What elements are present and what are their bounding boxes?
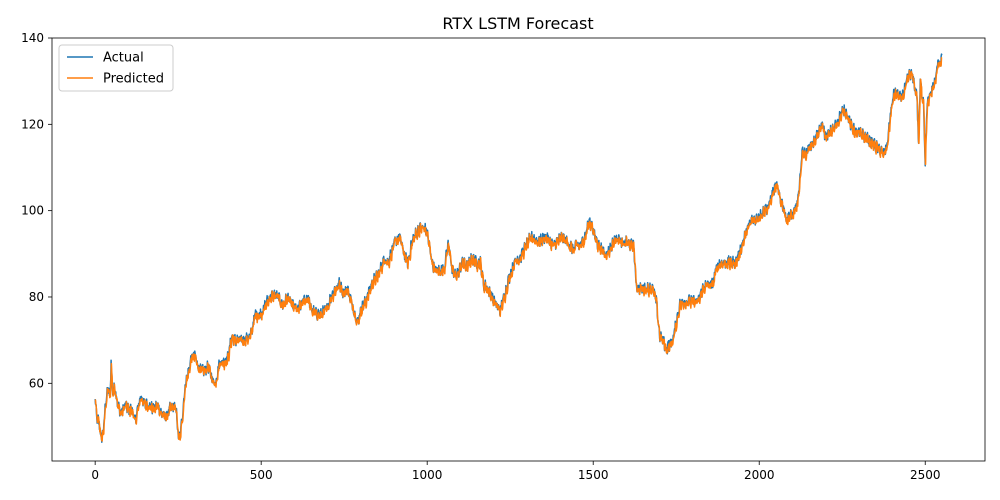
series-line-predicted (94, 56, 943, 442)
plot-area (94, 53, 943, 444)
y-tick-label: 80 (29, 290, 44, 304)
y-tick-label: 60 (29, 376, 44, 390)
y-tick-label: 100 (21, 204, 44, 218)
axes-frame (51, 37, 986, 462)
x-tick-label: 2500 (910, 468, 941, 482)
x-tick-label: 500 (250, 468, 273, 482)
legend: Actual Predicted (58, 44, 174, 92)
axes: 0 500 1000 1500 2000 2500 60 80 100 120 140 (21, 31, 986, 482)
x-tick-label: 1000 (412, 468, 443, 482)
legend-label-actual: Actual (103, 51, 144, 66)
x-tick-label: 0 (91, 468, 99, 482)
y-tick-label: 120 (21, 117, 44, 131)
chart-title: RTX LSTM Forecast (442, 14, 593, 33)
y-tick-label: 140 (21, 31, 44, 45)
legend-label-predicted: Predicted (103, 72, 164, 87)
x-tick-label: 2000 (744, 468, 775, 482)
x-tick-label: 1500 (578, 468, 609, 482)
